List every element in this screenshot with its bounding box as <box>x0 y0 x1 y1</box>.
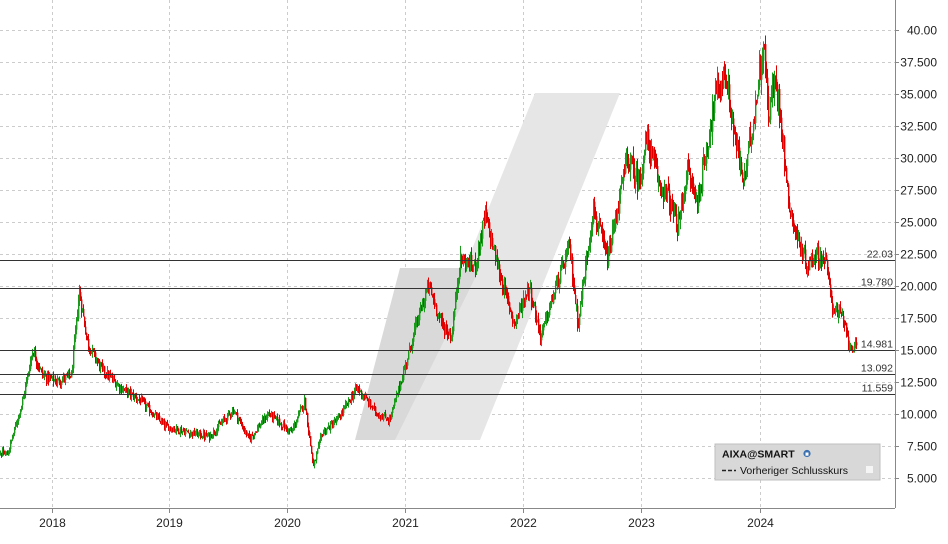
candle-up <box>770 101 771 120</box>
candle-down <box>741 162 742 171</box>
candle-down <box>309 432 310 436</box>
reference-label: 13.092 <box>861 363 893 375</box>
candle-up <box>326 430 327 434</box>
candle-down <box>508 296 509 302</box>
candle-down <box>826 255 827 260</box>
y-tick-label: 40.00 <box>907 24 937 38</box>
candle-up <box>316 453 317 459</box>
candle-up <box>560 270 561 283</box>
y-tick-label: 12.500 <box>900 376 937 390</box>
candle-up <box>383 416 384 420</box>
candle-up <box>755 103 756 123</box>
legend-symbol: AIXA@SMART <box>722 449 795 461</box>
candle-up <box>425 294 426 301</box>
y-tick-label: 22.500 <box>900 248 937 262</box>
legend-info-icon <box>803 450 810 457</box>
candle-down <box>385 414 386 418</box>
candle-down <box>575 295 576 304</box>
x-tick-label: 2022 <box>510 516 537 530</box>
candle-down <box>526 296 527 298</box>
y-tick-label: 37.500 <box>900 56 937 70</box>
candle-up <box>407 359 408 365</box>
candle-up <box>579 315 580 325</box>
y-tick-label: 35.000 <box>900 88 937 102</box>
candle-up <box>702 164 703 192</box>
candle-down <box>159 416 160 420</box>
y-tick-label: 25.000 <box>900 216 937 230</box>
candle-down <box>448 335 449 336</box>
candle-down <box>281 424 282 427</box>
reference-label: 22.03 <box>867 249 893 261</box>
legend: AIXA@SMART Vorheriger Schlusskurs <box>715 444 880 480</box>
candle-up <box>73 350 74 369</box>
candle-down <box>693 184 694 188</box>
x-tick-label: 2018 <box>39 516 66 530</box>
y-tick-label: 5.000 <box>907 472 937 486</box>
candle-down <box>856 342 857 345</box>
x-tick-label: 2024 <box>747 516 774 530</box>
x-tick-label: 2020 <box>274 516 301 530</box>
candle-up <box>314 461 315 465</box>
candle-down <box>436 305 437 314</box>
legend-item-label: Vorheriger Schlusskurs <box>740 465 848 477</box>
y-tick-label: 15.000 <box>900 344 937 358</box>
candle-up <box>185 431 186 434</box>
reference-label: 14.981 <box>861 339 893 351</box>
candle-up <box>685 191 686 194</box>
candle-down <box>840 307 841 312</box>
candle-down <box>104 366 105 373</box>
candle-up <box>317 449 318 453</box>
x-tick-label: 2019 <box>156 516 183 530</box>
candle-down <box>311 446 312 453</box>
candle-up <box>146 406 147 408</box>
candle-down <box>786 168 787 181</box>
candle-up <box>747 154 748 166</box>
candle-down <box>69 372 70 376</box>
candle-down <box>533 307 534 308</box>
candle-up <box>809 260 810 270</box>
candle-down <box>512 315 513 319</box>
legend-checkbox[interactable] <box>866 466 873 473</box>
y-tick-label: 20.000 <box>900 280 937 294</box>
candle-down <box>305 398 306 410</box>
y-tick-label: 10.000 <box>900 408 937 422</box>
candle-down <box>489 222 490 231</box>
y-tick-label: 30.000 <box>900 152 937 166</box>
x-tick-label: 2021 <box>392 516 419 530</box>
candle-down <box>310 436 311 446</box>
y-tick-label: 27.500 <box>900 184 937 198</box>
candle-up <box>61 382 62 385</box>
candle-up <box>22 400 23 405</box>
candle-up <box>65 375 66 380</box>
candle-down <box>83 309 84 316</box>
candle-down <box>370 400 371 406</box>
y-tick-label: 32.500 <box>900 120 937 134</box>
y-axis: 5.000 7.500 10.000 12.500 15.000 17.500 20.000… <box>895 24 937 486</box>
candle-up <box>482 222 483 239</box>
candle-up <box>555 287 556 294</box>
y-tick-label: 17.500 <box>900 312 937 326</box>
y-tick-label: 7.500 <box>907 440 937 454</box>
candle-up <box>803 253 804 258</box>
candle-down <box>229 412 230 413</box>
candle-up <box>403 371 404 380</box>
candle-up <box>757 96 758 98</box>
candle-up <box>297 418 298 422</box>
candle-up <box>408 351 409 359</box>
reference-label: 11.559 <box>862 383 893 395</box>
reference-label: 19.780 <box>861 277 893 289</box>
x-tick-label: 2023 <box>628 516 655 530</box>
candle-up <box>454 310 455 317</box>
candle-down <box>86 333 87 336</box>
